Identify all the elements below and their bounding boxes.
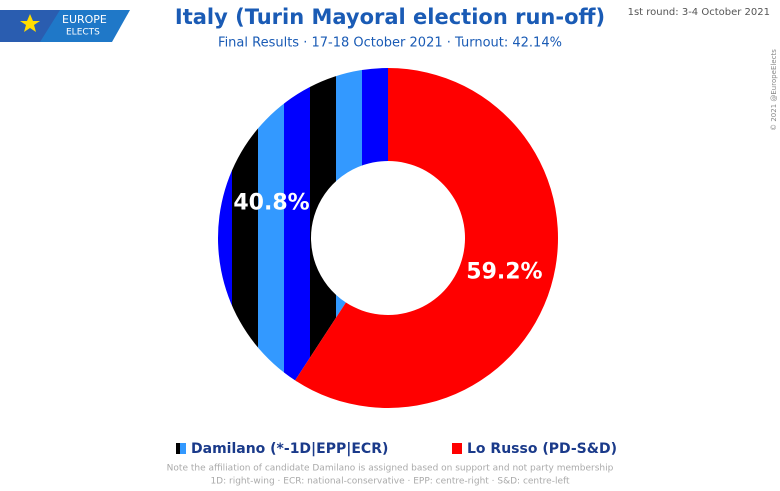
value-label: 59.2% — [466, 260, 542, 285]
donut-segment — [218, 67, 388, 381]
logo: EUROPE ELECTS — [0, 10, 130, 42]
note: 1D: right-wing · ECR: national-conservat… — [210, 477, 570, 487]
logo-text: ELECTS — [66, 28, 100, 38]
legend-label: Damilano (*-1D|EPP|ECR) — [191, 441, 388, 457]
copyright: © 2021 @EuropeElects — [770, 49, 778, 131]
legend-marker — [176, 443, 186, 454]
legend-label: Lo Russo (PD-S&D) — [467, 441, 617, 457]
donut-segment — [295, 68, 558, 408]
round-note: 1st round: 3-4 October 2021 — [628, 7, 770, 18]
value-label: 40.8% — [233, 190, 309, 215]
logo-text: EUROPE — [62, 13, 107, 26]
legend-marker — [452, 443, 462, 454]
chart-subtitle: Final Results · 17-18 October 2021 · Tur… — [218, 36, 562, 51]
chart-title: Italy (Turin Mayoral election run-off) — [175, 5, 605, 29]
plot: 40.8% 59.2% — [218, 67, 558, 408]
note: Note the affiliation of candidate Damila… — [167, 464, 614, 474]
legend: Damilano (*-1D|EPP|ECR) Lo Russo (PD-S&D) — [176, 441, 617, 457]
